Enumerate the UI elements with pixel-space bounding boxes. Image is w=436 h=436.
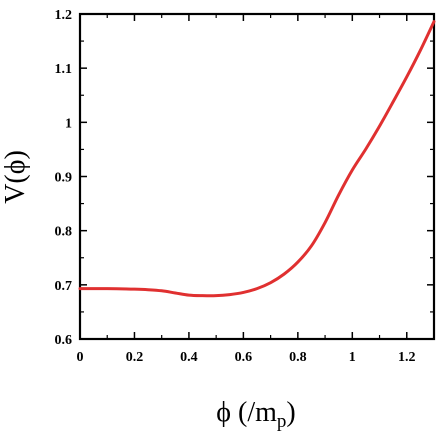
y-tick-label: 0.8 <box>55 225 73 240</box>
x-axis-label-main: ϕ (/m <box>216 397 277 428</box>
x-tick-label: 0.8 <box>289 350 307 365</box>
x-tick-label: 0.4 <box>180 350 198 365</box>
x-axis-label-subscript: p <box>277 411 287 432</box>
x-axis-label: ϕ (/mp) <box>216 397 295 432</box>
series-layer <box>78 20 436 298</box>
x-tick-label: 1 <box>349 350 356 365</box>
x-tick-label: 0.6 <box>235 350 253 365</box>
x-axis-ticks: 0 0.2 0.4 0.6 0.8 1 1.2 <box>77 14 416 365</box>
x-tick-label: 1.2 <box>398 350 416 365</box>
y-tick-label: 0.7 <box>55 279 73 294</box>
x-tick-label: 0.2 <box>126 350 144 365</box>
x-axis-label-close: ) <box>286 397 295 428</box>
y-tick-label: 1 <box>65 116 72 131</box>
plot-area-frame <box>78 12 436 341</box>
y-tick-label: 0.6 <box>55 333 73 348</box>
y-axis-label: V(ϕ) <box>0 150 31 204</box>
series-line <box>78 20 436 298</box>
x-tick-label: 0 <box>77 350 84 365</box>
y-tick-label: 1.2 <box>55 8 73 23</box>
y-tick-label: 0.9 <box>55 171 73 186</box>
y-axis-ticks: 0.6 0.7 0.8 0.9 1 1.1 1.2 <box>55 8 434 348</box>
y-tick-label: 1.1 <box>55 62 73 77</box>
